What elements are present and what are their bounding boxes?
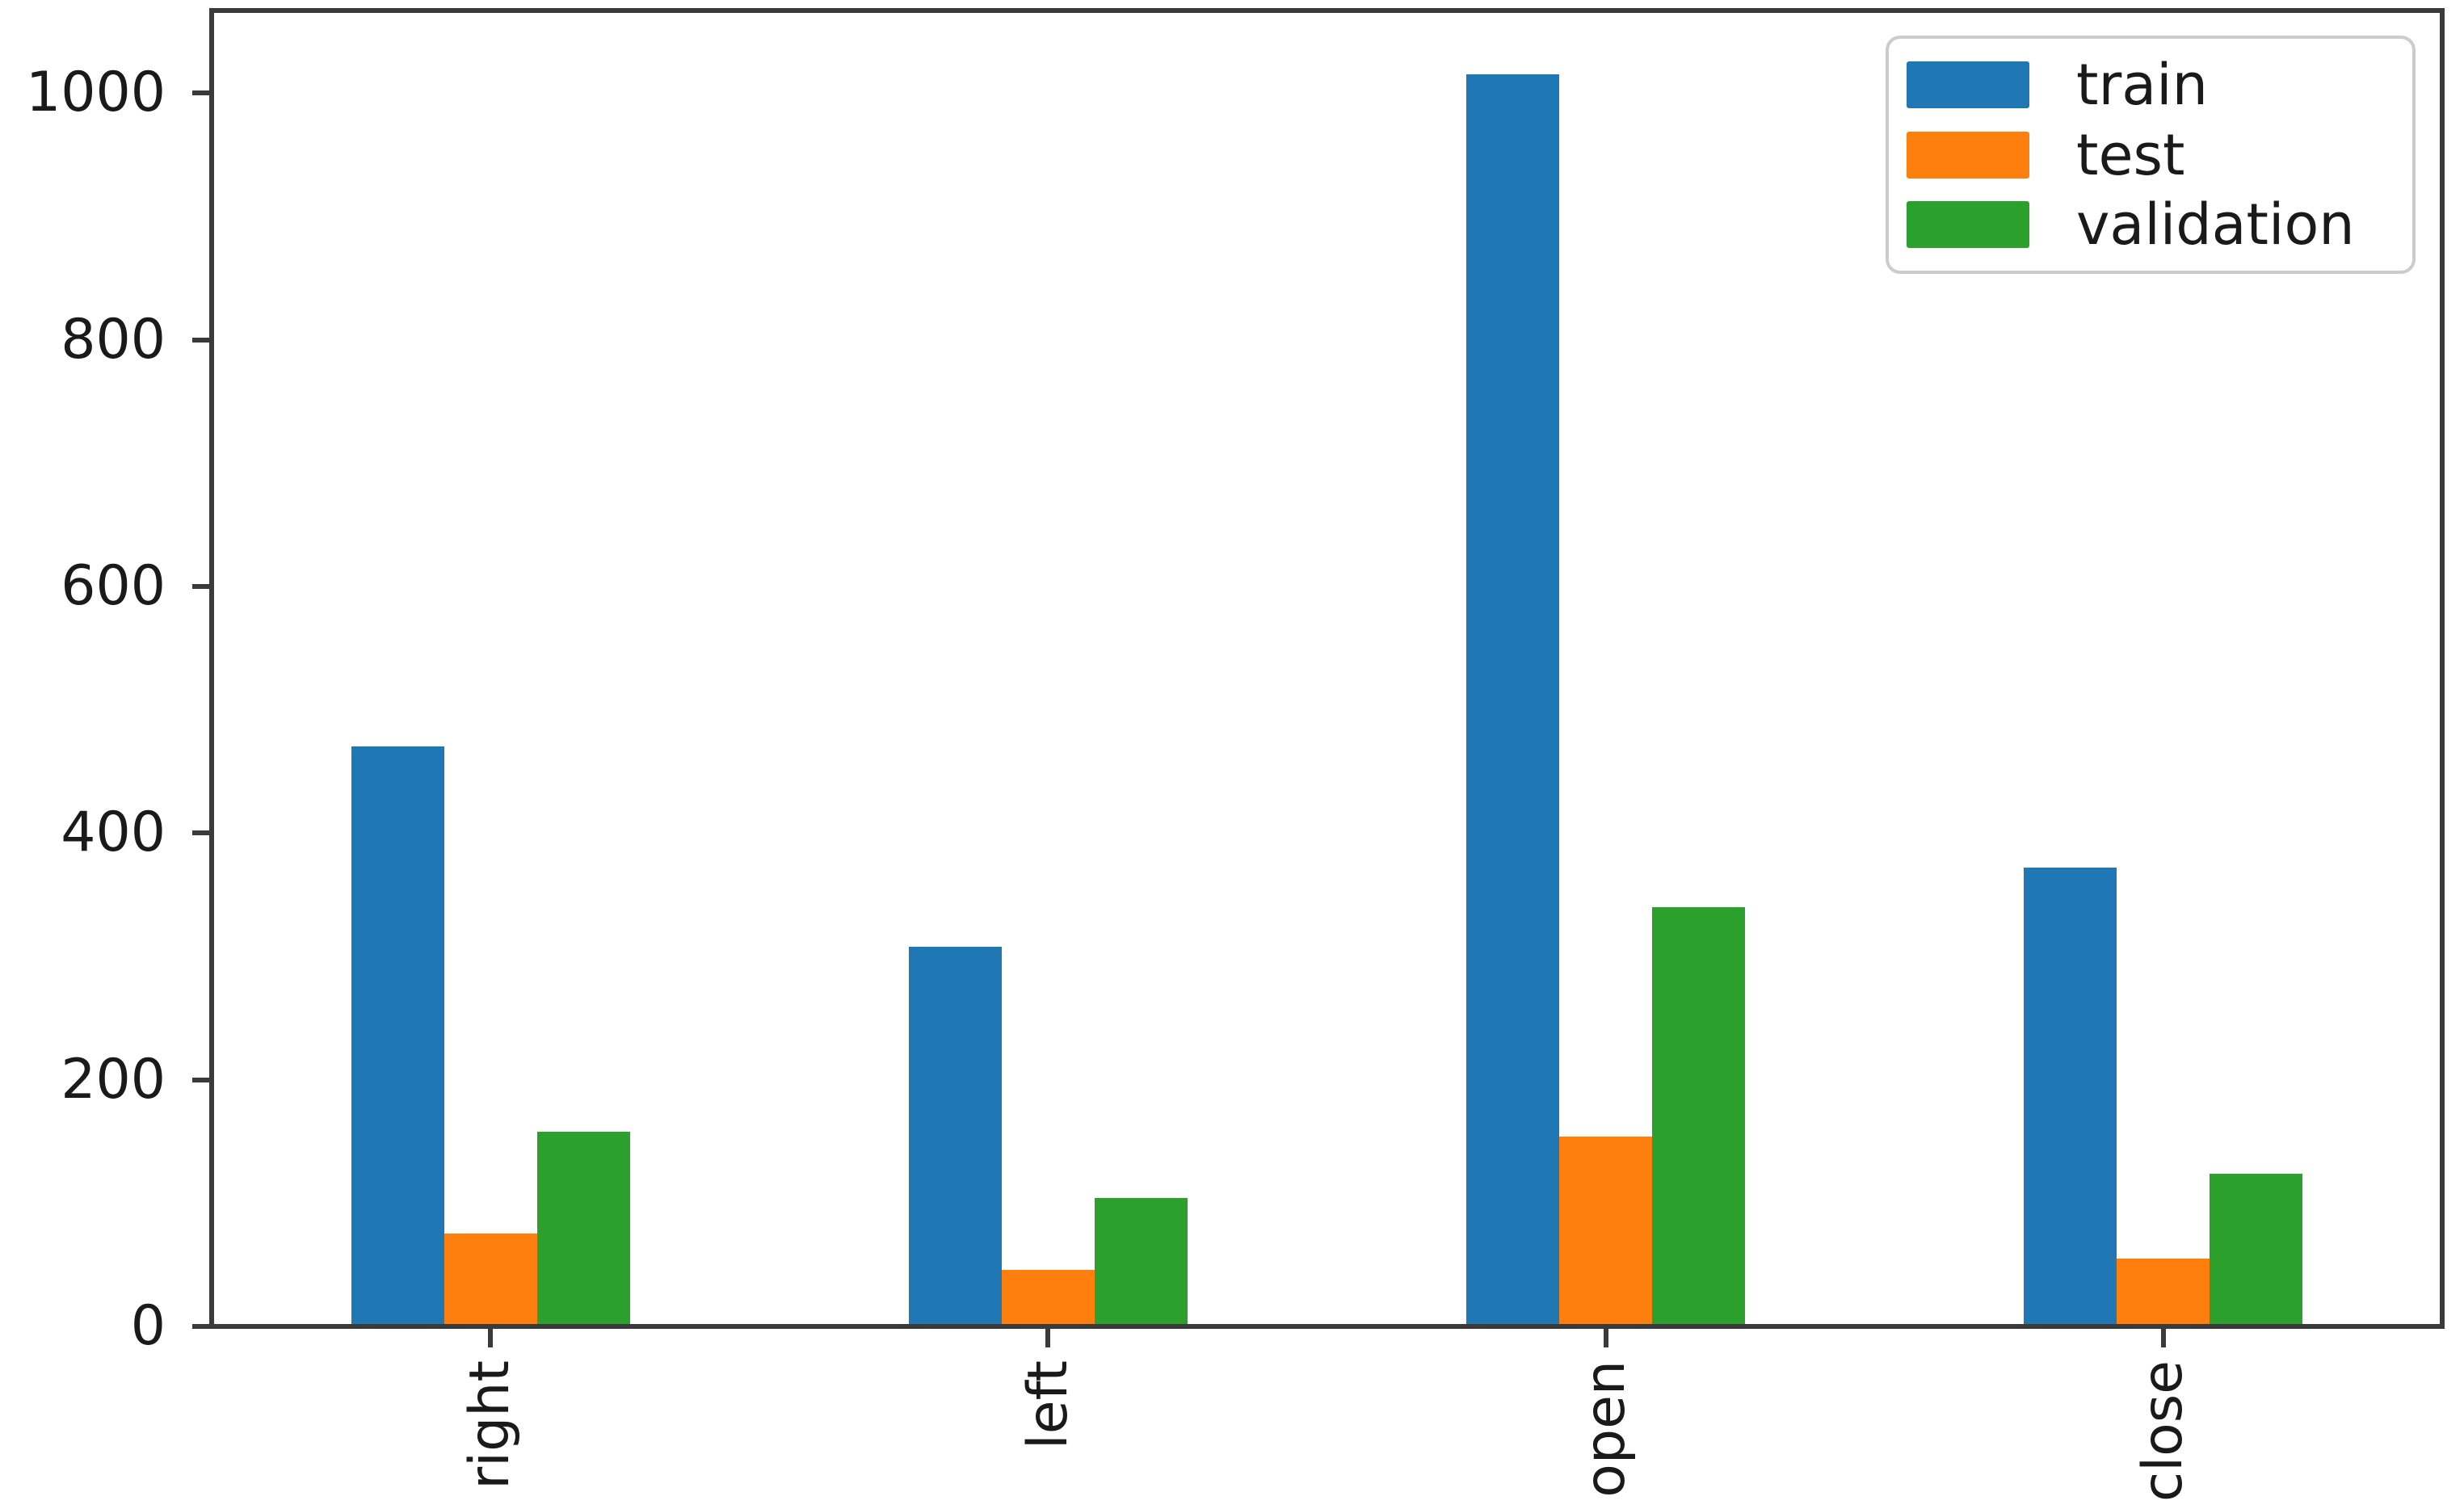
legend: train test validation xyxy=(1886,36,2416,274)
y-axis-tick-label: 800 xyxy=(61,307,166,372)
x-axis-tick-label-text: left xyxy=(1015,1360,1080,1450)
legend-item-train: train xyxy=(1907,57,2412,113)
bar-train-close xyxy=(2024,868,2117,1326)
bar-train-left xyxy=(908,946,1002,1326)
y-axis-tick-label: 600 xyxy=(61,553,166,618)
legend-swatch-validation xyxy=(1907,200,2029,248)
x-axis-tick xyxy=(2160,1326,2166,1347)
legend-swatch-test xyxy=(1907,131,2029,179)
legend-label-train: train xyxy=(2076,52,2208,119)
x-axis-tick-label-text: right xyxy=(458,1360,523,1490)
bar-train-right xyxy=(351,746,444,1326)
x-axis-tick-label-text: close xyxy=(2131,1360,2196,1503)
y-axis-tick-label: 200 xyxy=(61,1047,166,1112)
legend-item-test: test xyxy=(1907,127,2412,183)
x-axis-tick-label: open xyxy=(1558,1360,1655,1498)
y-axis-tick-label: 400 xyxy=(61,801,166,865)
y-axis-tick xyxy=(192,583,212,589)
y-axis-tick xyxy=(192,337,212,343)
bar-validation-left xyxy=(1094,1198,1188,1326)
y-axis-tick xyxy=(192,90,212,96)
x-axis-tick xyxy=(1603,1326,1608,1347)
y-axis-tick xyxy=(192,1324,212,1329)
bar-validation-right xyxy=(536,1131,630,1326)
x-axis-tick-label: right xyxy=(442,1360,539,1490)
x-axis-tick-label: close xyxy=(2115,1360,2212,1502)
x-axis-tick xyxy=(1045,1326,1051,1347)
y-axis-tick-label: 0 xyxy=(130,1294,166,1358)
x-axis-tick-label-text: open xyxy=(1573,1360,1638,1498)
x-axis-tick xyxy=(488,1326,494,1347)
y-axis-tick xyxy=(192,830,212,836)
y-axis-tick-label: 1000 xyxy=(25,61,166,125)
bar-test-right xyxy=(444,1234,537,1326)
x-axis-tick-label: left xyxy=(999,1360,1096,1449)
legend-item-validation: validation xyxy=(1907,196,2412,253)
bar-test-left xyxy=(1001,1269,1095,1326)
bar-train-open xyxy=(1466,74,1560,1326)
bar-validation-close xyxy=(2210,1173,2303,1326)
legend-swatch-train xyxy=(1907,61,2029,109)
bar-test-close xyxy=(2117,1259,2210,1326)
legend-label-validation: validation xyxy=(2076,191,2355,258)
bar-validation-open xyxy=(1652,906,1746,1326)
legend-label-test: test xyxy=(2076,121,2185,188)
y-axis-tick xyxy=(192,1077,212,1082)
bar-test-open xyxy=(1559,1136,1653,1326)
